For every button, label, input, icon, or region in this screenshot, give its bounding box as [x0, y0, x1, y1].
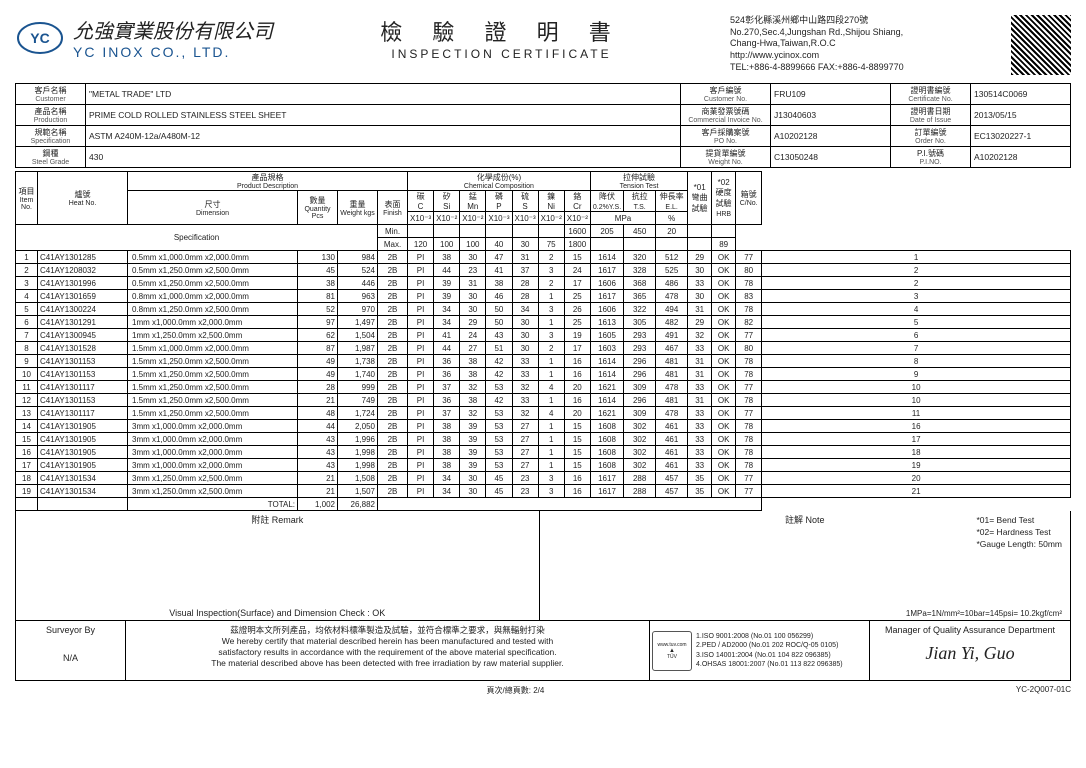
table-row: 2C41AY12080320.5mm x1,250.0mm x2,500.0mm…	[16, 264, 1071, 277]
svg-text:YC: YC	[30, 30, 49, 46]
qr-code	[1011, 15, 1071, 75]
table-row: 11C41AY13011171.5mm x1,250.0mm x2,500.0m…	[16, 381, 1071, 394]
remark-section: 附註 RemarkVisual Inspection(Surface) and …	[15, 511, 1071, 621]
table-row: 18C41AY13015343mm x1,250.0mm x2,500.0mm2…	[16, 472, 1071, 485]
table-row: 3C41AY13019960.5mm x1,250.0mm x2,500.0mm…	[16, 277, 1071, 290]
table-row: 15C41AY13019053mm x1,000.0mm x2,000.0mm4…	[16, 433, 1071, 446]
table-row: 19C41AY13015343mm x1,250.0mm x2,500.0mm2…	[16, 485, 1071, 498]
company-name-chinese: 允強實業股份有限公司	[73, 15, 273, 44]
table-row: 4C41AY13016590.8mm x1,000.0mm x2,000.0mm…	[16, 290, 1071, 303]
tuv-badge: www.tuv.com▲TÜV	[652, 631, 692, 671]
document-header: YC 允強實業股份有限公司 YC INOX CO., LTD. 檢 驗 證 明 …	[15, 15, 1071, 75]
page-footer: 頁次/總頁數: 2/4YC-2Q007-01C	[15, 685, 1071, 696]
footer-section: Surveyor ByN/A 茲證明本文所列產品，均依材料標準製造及試驗，並符合…	[15, 621, 1071, 681]
table-row: 8C41AY13015281.5mm x1,000.0mm x2,000.0mm…	[16, 342, 1071, 355]
table-row: 16C41AY13019053mm x1,000.0mm x2,000.0mm4…	[16, 446, 1071, 459]
logo-section: YC 允強實業股份有限公司 YC INOX CO., LTD.	[15, 15, 273, 60]
table-row: 13C41AY13011171.5mm x1,250.0mm x2,500.0m…	[16, 407, 1071, 420]
company-logo: YC	[15, 18, 65, 58]
document-title: 檢 驗 證 明 書 INSPECTION CERTIFICATE	[380, 15, 622, 61]
table-row: 12C41AY13011531.5mm x1,250.0mm x2,500.0m…	[16, 394, 1071, 407]
table-row: 17C41AY13019053mm x1,000.0mm x2,000.0mm4…	[16, 459, 1071, 472]
company-address: 524彰化縣溪州鄉中山路四段270號No.270,Sec.4,Jungshan …	[730, 15, 904, 73]
table-row: 14C41AY13019053mm x1,000.0mm x2,000.0mm4…	[16, 420, 1071, 433]
info-table: 客戶名稱Customer "METAL TRADE" LTD 客戶編號Custo…	[15, 83, 1071, 168]
company-name-english: YC INOX CO., LTD.	[73, 44, 273, 60]
table-row: 1C41AY13012850.5mm x1,000.0mm x2,000.0mm…	[16, 251, 1071, 264]
table-row: 9C41AY13011531.5mm x1,250.0mm x2,500.0mm…	[16, 355, 1071, 368]
table-row: 7C41AY13009451mm x1,250.0mm x2,500.0mm62…	[16, 329, 1071, 342]
signature: Jian Yi, Guo	[870, 643, 1070, 664]
table-row: 5C41AY13002240.8mm x1,250.0mm x2,500.0mm…	[16, 303, 1071, 316]
table-row: 6C41AY13012911mm x1,000.0mm x2,000.0mm97…	[16, 316, 1071, 329]
table-row: 10C41AY13011531.5mm x1,250.0mm x2,500.0m…	[16, 368, 1071, 381]
data-table: 項目Item No.爐號Heat No.產品規格Product Descript…	[15, 171, 1071, 511]
